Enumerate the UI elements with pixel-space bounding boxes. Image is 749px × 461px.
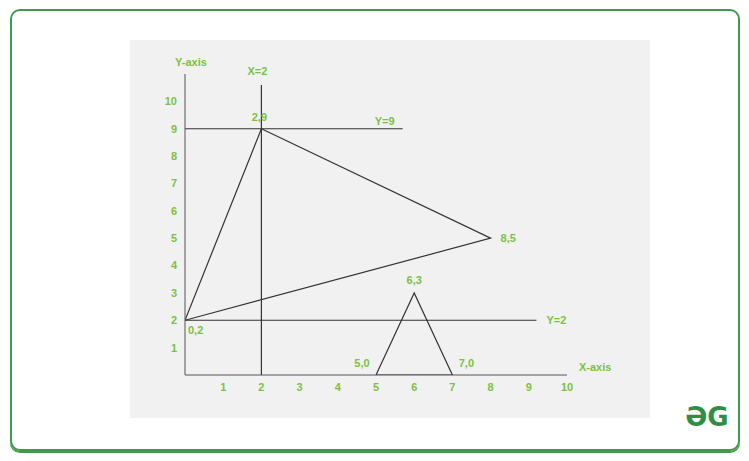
svg-text:7: 7	[449, 381, 455, 393]
svg-text:Y=9: Y=9	[375, 115, 395, 127]
svg-text:2: 2	[171, 314, 177, 326]
svg-text:6: 6	[171, 205, 177, 217]
svg-text:2: 2	[258, 381, 264, 393]
svg-text:10: 10	[165, 95, 177, 107]
svg-text:8: 8	[488, 381, 494, 393]
svg-text:9: 9	[171, 123, 177, 135]
svg-text:7: 7	[171, 177, 177, 189]
svg-text:5: 5	[373, 381, 379, 393]
svg-text:2,9: 2,9	[252, 111, 267, 123]
svg-text:4: 4	[171, 259, 178, 271]
svg-text:4: 4	[335, 381, 342, 393]
svg-text:6,3: 6,3	[407, 274, 422, 286]
svg-text:10: 10	[561, 381, 573, 393]
svg-text:8,5: 8,5	[501, 232, 516, 244]
html-text:ƏG: ƏG	[685, 402, 729, 432]
svg-text:3: 3	[171, 287, 177, 299]
svg-text:5,0: 5,0	[354, 357, 369, 369]
svg-text:X=2: X=2	[247, 65, 267, 77]
svg-text:7,0: 7,0	[459, 357, 474, 369]
svg-text:6: 6	[411, 381, 417, 393]
svg-text:5: 5	[171, 232, 177, 244]
svg-text:Y-axis: Y-axis	[175, 56, 207, 68]
svg-text:Y=2: Y=2	[546, 314, 566, 326]
svg-text:8: 8	[171, 150, 177, 162]
svg-text:X-axis: X-axis	[579, 361, 611, 373]
svg-text:1: 1	[220, 381, 226, 393]
svg-text:9: 9	[526, 381, 532, 393]
svg-text:3: 3	[297, 381, 303, 393]
svg-text:1: 1	[171, 342, 177, 354]
svg-text:0,2: 0,2	[188, 324, 203, 336]
